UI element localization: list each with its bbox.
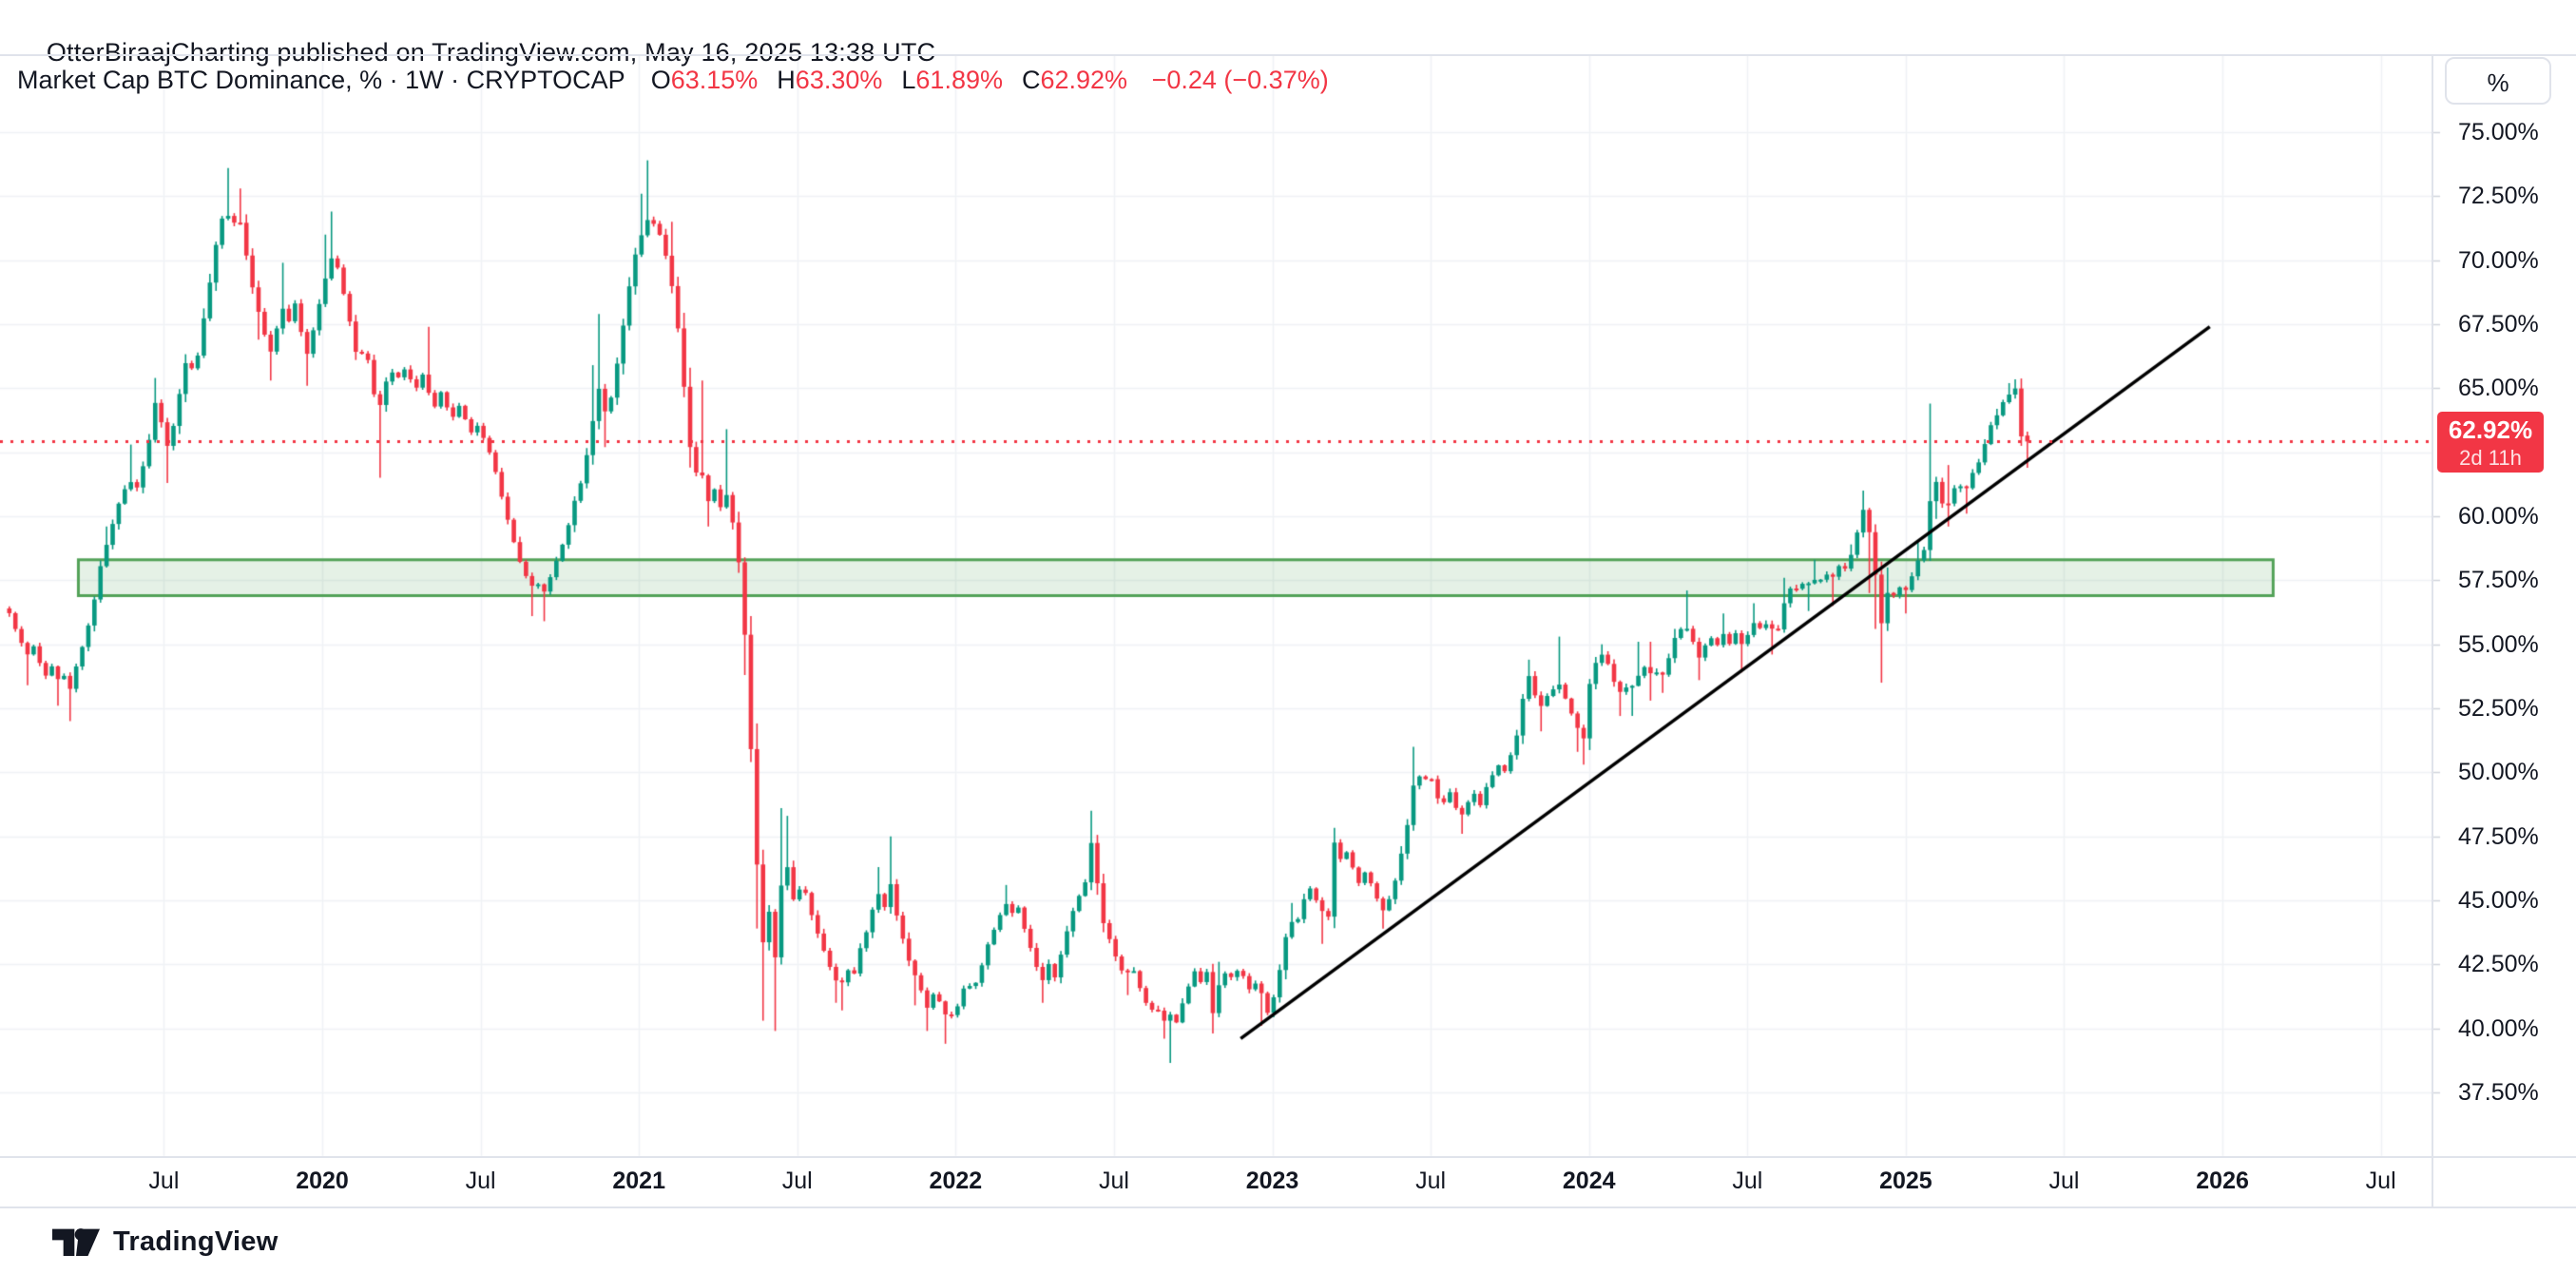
symbol-title[interactable]: Market Cap BTC Dominance, % · 1W · CRYPT…: [17, 66, 625, 94]
price-unit-pill: %: [2445, 57, 2551, 105]
time-axis-month-label: Jul: [465, 1168, 496, 1194]
price-axis-label: 70.00%: [2458, 246, 2539, 274]
publish-bar: OtterBiraajCharting published on Trading…: [17, 9, 935, 97]
ohlc-item: O63.15%: [650, 66, 759, 94]
time-axis-year-label: 2021: [612, 1168, 665, 1194]
price-axis-label: 67.50%: [2458, 310, 2539, 338]
tradingview-logo-text[interactable]: TradingView: [113, 1226, 279, 1257]
last-price-badge[interactable]: 62.92% 2d 11h: [2437, 412, 2544, 473]
symbol-legend: Market Cap BTC Dominance, % · 1W · CRYPT…: [17, 66, 1329, 95]
price-axis-label: 50.00%: [2458, 759, 2539, 786]
time-axis-year-label: 2022: [929, 1168, 983, 1194]
time-axis-year-label: 2025: [1879, 1168, 1932, 1194]
time-axis-month-label: Jul: [1415, 1168, 1447, 1194]
time-axis-month-label: Jul: [781, 1168, 813, 1194]
price-axis-label: 47.50%: [2458, 822, 2539, 850]
price-axis-label: 65.00%: [2458, 375, 2539, 402]
price-axis-label: 75.00%: [2458, 119, 2539, 145]
time-axis-year-label: 2020: [296, 1168, 349, 1194]
ohlc-item: L61.89%: [901, 66, 1003, 94]
price-axis-label: 40.00%: [2458, 1014, 2539, 1042]
price-axis-label: 45.00%: [2458, 886, 2539, 914]
time-axis-month-label: Jul: [1732, 1168, 1763, 1194]
tradingview-logo-icon[interactable]: [52, 1223, 100, 1261]
ohlc-item: H63.30%: [777, 66, 883, 94]
price-axis-label: 42.50%: [2458, 951, 2539, 978]
time-axis-month-label: Jul: [2365, 1168, 2396, 1194]
time-axis-year-label: 2023: [1245, 1168, 1299, 1194]
time-axis-separator: [0, 1156, 2576, 1158]
time-axis-month-label: Jul: [148, 1168, 180, 1194]
price-axis-label: 60.00%: [2458, 502, 2539, 530]
price-axis-label: 52.50%: [2458, 694, 2539, 722]
time-axis-month-label: Jul: [1098, 1168, 1129, 1194]
price-change: −0.24 (−0.37%): [1151, 66, 1329, 94]
publish-text: OtterBiraajCharting published on Trading…: [46, 38, 936, 67]
price-axis-label: 57.50%: [2458, 567, 2539, 594]
time-axis-year-label: 2026: [2196, 1168, 2249, 1194]
price-axis-separator: [2432, 55, 2433, 1206]
bar-countdown: 2d 11h: [2459, 446, 2522, 471]
price-unit-label: %: [2487, 68, 2509, 97]
price-axis-label: 72.50%: [2458, 183, 2539, 210]
price-axis-label: 55.00%: [2458, 630, 2539, 658]
footer-bar: TradingView: [52, 1223, 279, 1261]
time-axis-month-label: Jul: [2048, 1168, 2080, 1194]
ohlc-item: C62.92%: [1021, 66, 1128, 94]
time-axis-year-label: 2024: [1562, 1168, 1616, 1194]
last-price: 62.92%: [2448, 415, 2533, 445]
ohlc-values: O63.15% H63.30% L61.89% C62.92%: [632, 66, 1127, 94]
footer-separator: [0, 1206, 2576, 1208]
header-separator: [0, 54, 2576, 56]
price-axis-label: 37.50%: [2458, 1078, 2539, 1106]
